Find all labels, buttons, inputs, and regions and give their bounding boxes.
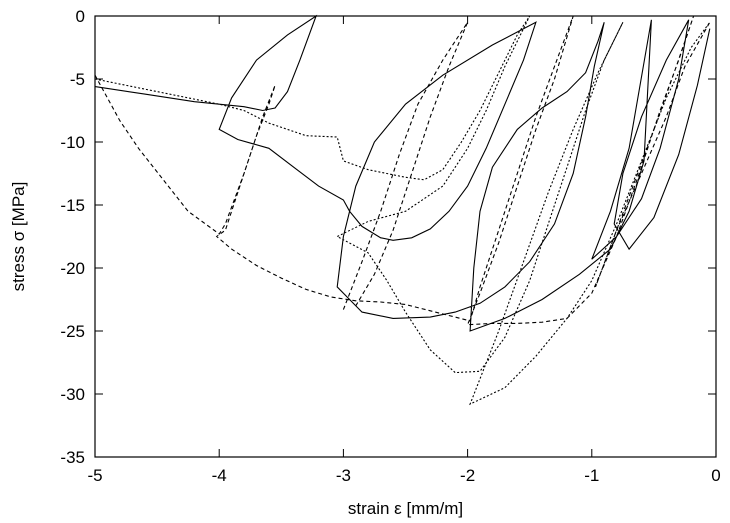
series-line-2-dashed: [94, 15, 711, 326]
x-tick-label: -5: [87, 466, 102, 485]
x-tick-label: 0: [711, 466, 720, 485]
series-line-4-dotted: [94, 15, 711, 406]
y-tick-label: -5: [70, 70, 85, 89]
y-tick-label: -35: [60, 448, 85, 467]
y-tick-label: -25: [60, 322, 85, 341]
plot-lines: [94, 14, 711, 406]
plot-frame: [94, 15, 717, 458]
x-tick-label: -1: [584, 466, 599, 485]
y-tick-label: -15: [60, 196, 85, 215]
y-tick-label: 0: [76, 7, 85, 26]
y-tick-label: -30: [60, 385, 85, 404]
x-tick-label: -4: [212, 466, 227, 485]
x-tick-label: -2: [460, 466, 475, 485]
y-tick-label: -20: [60, 259, 85, 278]
series-line-1-solid: [94, 14, 711, 332]
series-line-3-dashed: [342, 21, 469, 310]
y-axis-label: stress σ [MPa]: [9, 182, 28, 292]
y-tick-label: -10: [60, 133, 85, 152]
x-axis-label: strain ε [mm/m]: [348, 499, 463, 518]
x-tick-label: -3: [336, 466, 351, 485]
ticks: -5 -4 -3 -2 -1 00-5-10-15-20-25-30-35: [60, 7, 720, 485]
